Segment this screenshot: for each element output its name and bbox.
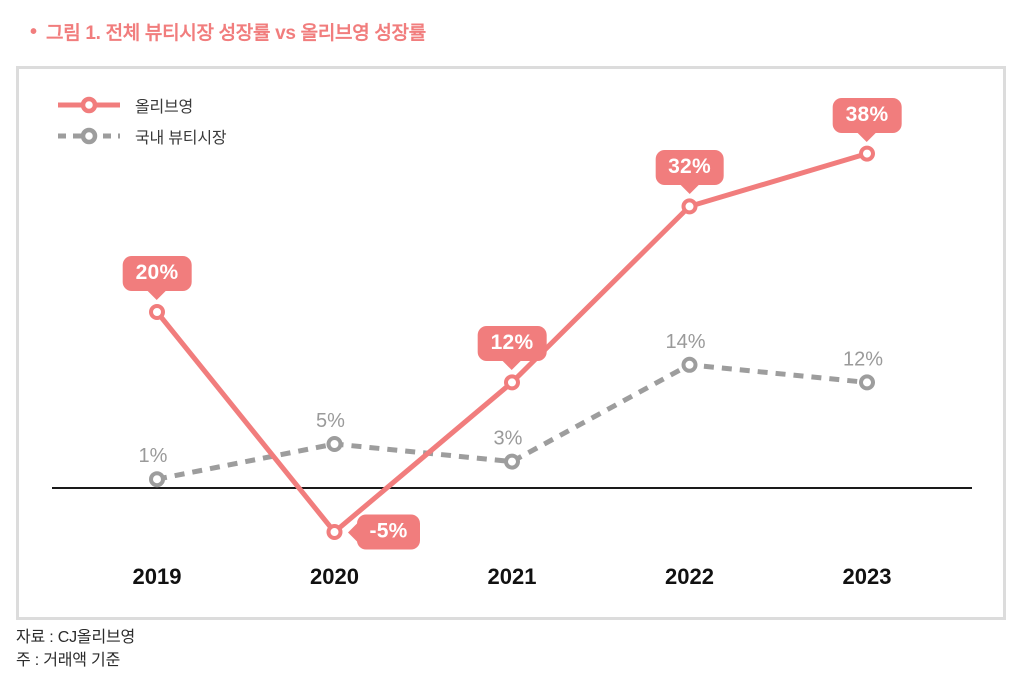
beauty-market-marker	[681, 356, 698, 373]
beauty-market-marker	[326, 436, 343, 452]
x-axis-label: 2020	[310, 564, 359, 589]
oliveyoung-marker	[859, 145, 875, 162]
figure-footer: 자료 : CJ올리브영 주 : 거래액 기준	[16, 626, 135, 672]
basis-note: 주 : 거래액 기준	[16, 652, 121, 669]
x-axis-label: 2021	[488, 564, 537, 589]
chart-legend: 올리브영 국내 뷰티시장	[57, 94, 227, 156]
oliveyoung-marker	[326, 524, 343, 540]
oliveyoung-sample-marker	[80, 96, 98, 114]
oliveyoung-value-badge: 20%	[122, 256, 192, 291]
beauty-market-line	[156, 362, 868, 482]
oliveyoung-value-badge: 32%	[655, 150, 724, 186]
beauty-market-marker	[504, 453, 520, 470]
beauty-market-marker	[859, 374, 875, 391]
title-bullet-icon: •	[30, 20, 38, 43]
oliveyoung-value-badge: 38%	[832, 97, 902, 133]
oliveyoung-marker	[504, 374, 520, 391]
x-axis-label: 2022	[665, 564, 714, 589]
figure-title-row: • 그림 1. 전체 뷰티시장 성장률 vs 올리브영 성장률	[30, 18, 426, 45]
beauty-market-point-label: 3%	[494, 428, 523, 450]
beauty-market-point-label: 5%	[316, 410, 345, 432]
legend-item-oliveyoung: 올리브영	[57, 94, 226, 116]
oliveyoung-marker	[681, 198, 698, 215]
oliveyoung-value-badge: -5%	[356, 514, 421, 550]
beauty-market-point-label: 12%	[843, 348, 883, 370]
oliveyoung-marker	[149, 304, 165, 320]
oliveyoung-line-sample-icon	[58, 96, 120, 114]
x-axis-label: 2023	[843, 564, 892, 589]
legend-label-oliveyoung: 올리브영	[135, 99, 194, 116]
beauty-market-point-label: 14%	[665, 331, 705, 353]
source-note: 자료 : CJ올리브영	[16, 629, 136, 646]
beauty-market-line-sample-icon	[58, 127, 120, 145]
beauty-market-point-label: 1%	[139, 445, 168, 467]
beauty-market-marker	[149, 471, 165, 488]
legend-label-beauty-market: 국내 뷰티시장	[135, 130, 227, 147]
x-axis-label: 2019	[133, 564, 182, 589]
oliveyoung-value-badge: 12%	[477, 326, 547, 362]
beauty-market-sample-marker	[80, 127, 98, 145]
figure-title: 그림 1. 전체 뷰티시장 성장률 vs 올리브영 성장률	[46, 23, 426, 44]
legend-item-beauty-market: 국내 뷰티시장	[57, 125, 227, 147]
